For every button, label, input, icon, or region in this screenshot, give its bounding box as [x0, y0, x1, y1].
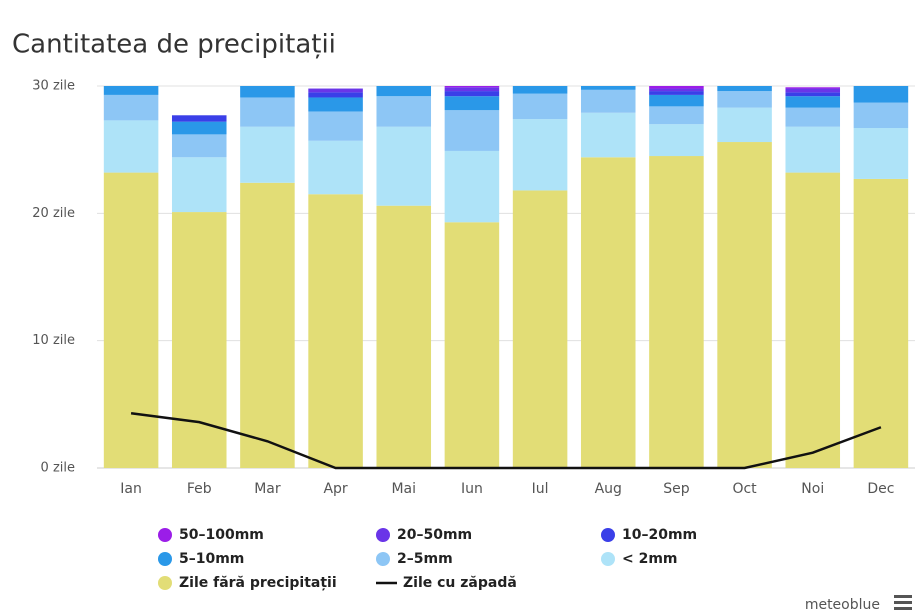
legend-symbol [376, 528, 390, 542]
bar-segment [103, 172, 159, 468]
bar-segment [308, 140, 363, 195]
menu-bar [894, 607, 912, 610]
legend-symbol [158, 528, 172, 542]
bar-segment [649, 86, 704, 89]
bar-segment [171, 212, 227, 468]
bar-segment [444, 87, 500, 92]
bar-segment [649, 94, 704, 107]
bar-segment [649, 124, 704, 157]
y-tick-label: 20 zile [32, 206, 75, 221]
bar-segment [649, 156, 704, 469]
bar-segment [444, 96, 500, 111]
bar-segment [308, 92, 363, 98]
x-tick-label: Aug [595, 481, 622, 497]
bar-segment [512, 119, 568, 191]
bar-segment [103, 86, 159, 95]
bar-segment [376, 205, 432, 468]
bar-segment [785, 126, 841, 173]
bar-segment [376, 126, 432, 206]
bar-segment [171, 157, 227, 213]
x-tick-label: Oct [732, 481, 757, 497]
menu-bar [894, 601, 912, 604]
bar-segment [649, 106, 704, 125]
bar-segment [580, 112, 636, 158]
x-tick-label: Noi [801, 481, 824, 497]
bar-segment [444, 110, 500, 151]
menu-icon[interactable] [894, 595, 912, 610]
legend-label: Zile cu zăpadă [403, 575, 517, 591]
x-tick-label: Sep [663, 481, 690, 497]
bar-segment [649, 88, 704, 92]
legend-label: 10–20mm [622, 527, 697, 543]
bar-segment [376, 96, 432, 127]
bar-segment [171, 134, 227, 158]
bar-segment [444, 150, 500, 223]
x-tick-label: Ian [120, 481, 142, 497]
legend-label: 5–10mm [179, 551, 244, 567]
bar-segment [853, 86, 909, 103]
line [130, 412, 882, 470]
legend-symbol [158, 576, 172, 590]
bar-segment [580, 86, 636, 90]
bar-segment [308, 97, 363, 112]
bar-segment [580, 157, 636, 468]
bar-segment [853, 128, 909, 179]
x-tick-label: Mai [391, 481, 416, 497]
bar-segment [171, 115, 227, 122]
bar-segment [853, 178, 909, 468]
bar-segment [580, 89, 636, 113]
bar-segment [512, 190, 568, 468]
bar-segment [444, 86, 500, 88]
bar-segment [512, 86, 568, 94]
bar-segment [444, 222, 500, 468]
bar-segment [785, 107, 841, 127]
y-tick-label: 10 zile [32, 333, 75, 348]
bar-segment [717, 107, 772, 143]
legend-symbol [376, 552, 390, 566]
x-tick-label: Mar [254, 481, 281, 497]
y-tick-label: 0 zile [41, 461, 75, 476]
x-tick-label: Dec [867, 481, 894, 497]
menu-bar [894, 595, 912, 598]
chart-title: Cantitatea de precipitații [12, 30, 336, 60]
legend-label: 20–50mm [397, 527, 472, 543]
bar-segment [649, 91, 704, 95]
bar-segment [376, 86, 432, 97]
source: meteoblue [805, 597, 880, 613]
bar-segment [308, 88, 363, 93]
bar-segment [785, 92, 841, 97]
bar-segment [103, 120, 159, 173]
legend-symbol [158, 552, 172, 566]
bar-segment [717, 91, 772, 108]
bar-segment [512, 93, 568, 120]
bar-segment [240, 182, 295, 469]
bar-segment [717, 86, 772, 92]
bar-segment [103, 94, 159, 121]
legend-symbol [601, 528, 615, 542]
bar-segment [240, 86, 295, 98]
bar-segment [717, 142, 772, 468]
bar-segment [785, 172, 841, 468]
bar-segment [171, 121, 227, 135]
bar-segment [240, 97, 295, 127]
legend-label: < 2mm [622, 551, 678, 567]
x-tick-label: Iul [532, 481, 549, 497]
legend-symbol [601, 552, 615, 566]
y-tick-label: 30 zile [32, 79, 75, 94]
bar-segment [785, 88, 841, 93]
x-tick-label: Apr [323, 481, 347, 497]
x-tick-label: Iun [461, 481, 483, 497]
bar-segment [308, 194, 363, 468]
legend-label: 2–5mm [397, 551, 453, 567]
bar-segment [444, 91, 500, 97]
bar-segment [240, 126, 295, 183]
bar-segment [785, 96, 841, 108]
bar-segment [853, 102, 909, 129]
legend-label: 50–100mm [179, 527, 264, 543]
bar-segment [308, 111, 363, 141]
x-tick-label: Feb [187, 481, 212, 497]
bar-segment [785, 87, 841, 89]
legend-label: Zile fără precipitații [179, 575, 337, 591]
